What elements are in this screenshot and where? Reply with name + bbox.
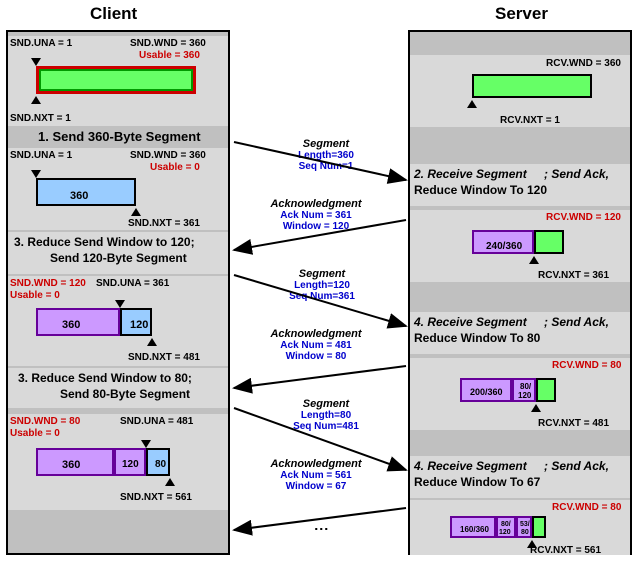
server-label-9: ; Send Ack, bbox=[544, 316, 609, 329]
message-5: AcknowledgmentAck Num = 561Window = 67 bbox=[266, 458, 366, 492]
server-label-12: 200/360 bbox=[470, 388, 503, 398]
server-label-24: 80 bbox=[521, 529, 529, 537]
server-label-23: 53/ bbox=[520, 521, 530, 529]
server-label-14: 120 bbox=[518, 392, 531, 401]
message-2: SegmentLength=120Seq Num=361 bbox=[272, 268, 372, 302]
client-label-12: SND.WND = 120 bbox=[10, 278, 86, 289]
server-label-20: 160/360 bbox=[460, 526, 489, 535]
client-label-3: SND.NXT = 1 bbox=[10, 113, 71, 124]
window-box-23 bbox=[532, 516, 546, 538]
client-label-7: Usable = 0 bbox=[150, 162, 200, 173]
client-label-23: 360 bbox=[62, 459, 80, 471]
message-line-1: Window = 120 bbox=[266, 221, 366, 232]
server-label-18: Reduce Window To 67 bbox=[414, 476, 540, 489]
message-line-0: Ack Num = 481 bbox=[266, 340, 366, 351]
client-label-5: SND.UNA = 1 bbox=[10, 150, 72, 161]
client-label-4: 1. Send 360-Byte Segment bbox=[38, 130, 201, 144]
client-label-15: 360 bbox=[62, 319, 80, 331]
client-label-16: 120 bbox=[130, 319, 148, 331]
window-box-11 bbox=[472, 74, 592, 98]
server-label-11: RCV.WND = 80 bbox=[552, 360, 621, 371]
message-line-1: Window = 67 bbox=[266, 481, 366, 492]
message-line-1: Window = 80 bbox=[266, 351, 366, 362]
pointer-7 bbox=[165, 478, 175, 486]
message-line-1: Seq Num=361 bbox=[272, 291, 372, 302]
server-label-0: RCV.WND = 360 bbox=[546, 58, 621, 69]
message-line-0: Length=120 bbox=[272, 280, 372, 291]
message-line-0: Length=360 bbox=[276, 150, 376, 161]
client-label-1: SND.WND = 360 bbox=[130, 38, 206, 49]
pointer-5 bbox=[147, 338, 157, 346]
client-label-6: SND.WND = 360 bbox=[130, 150, 206, 161]
message-title: Acknowledgment bbox=[266, 198, 366, 210]
message-title: Segment bbox=[276, 138, 376, 150]
pointer-6 bbox=[141, 440, 151, 448]
client-label-8: 360 bbox=[70, 190, 88, 202]
window-box-14 bbox=[534, 230, 564, 254]
client-label-11: Send 120-Byte Segment bbox=[50, 252, 187, 265]
client-label-26: SND.NXT = 561 bbox=[120, 492, 192, 503]
window-box-0 bbox=[36, 66, 196, 94]
server-label-22: 120 bbox=[499, 529, 511, 537]
server-label-2: 2. Receive Segment bbox=[414, 168, 527, 181]
pointer-1 bbox=[31, 96, 41, 104]
client-label-14: Usable = 0 bbox=[10, 290, 60, 301]
pointer-3 bbox=[131, 208, 141, 216]
server-label-6: 240/360 bbox=[486, 241, 522, 252]
server-label-10: Reduce Window To 80 bbox=[414, 332, 540, 345]
message-4: SegmentLength=80Seq Num=481 bbox=[276, 398, 376, 432]
pointer-4 bbox=[115, 300, 125, 308]
client-label-20: SND.WND = 80 bbox=[10, 416, 80, 427]
client-label-25: 80 bbox=[155, 459, 166, 470]
server-label-8: 4. Receive Segment bbox=[414, 316, 527, 329]
message-0: SegmentLength=360Seq Num=1 bbox=[276, 138, 376, 172]
server-label-25: RCV.NXT = 561 bbox=[530, 545, 601, 556]
pointer-9 bbox=[529, 256, 539, 264]
pointer-2 bbox=[31, 170, 41, 178]
pointer-0 bbox=[31, 58, 41, 66]
message-line-1: Seq Num=1 bbox=[276, 161, 376, 172]
message-title: Acknowledgment bbox=[266, 328, 366, 340]
client-label-21: SND.UNA = 481 bbox=[120, 416, 193, 427]
message-title: Segment bbox=[276, 398, 376, 410]
arrow-3 bbox=[234, 366, 406, 388]
server-label-15: RCV.NXT = 481 bbox=[538, 418, 609, 429]
server-label-3: ; Send Ack, bbox=[544, 168, 609, 181]
message-line-1: Seq Num=481 bbox=[276, 421, 376, 432]
client-label-13: SND.UNA = 361 bbox=[96, 278, 169, 289]
server-label-21: 80/ bbox=[501, 521, 511, 529]
client-label-2: Usable = 360 bbox=[139, 50, 200, 61]
message-3: AcknowledgmentAck Num = 481Window = 80 bbox=[266, 328, 366, 362]
pointer-10 bbox=[531, 404, 541, 412]
message-title: Acknowledgment bbox=[266, 458, 366, 470]
client-header: Client bbox=[90, 4, 137, 24]
client-label-17: SND.NXT = 481 bbox=[128, 352, 200, 363]
server-label-1: RCV.NXT = 1 bbox=[500, 115, 560, 126]
message-1: AcknowledgmentAck Num = 361Window = 120 bbox=[266, 198, 366, 232]
message-line-0: Ack Num = 361 bbox=[266, 210, 366, 221]
server-label-5: RCV.WND = 120 bbox=[546, 212, 621, 223]
client-label-19: Send 80-Byte Segment bbox=[60, 388, 190, 401]
server-label-19: RCV.WND = 80 bbox=[552, 502, 621, 513]
client-label-9: SND.NXT = 361 bbox=[128, 218, 200, 229]
server-label-17: ; Send Ack, bbox=[544, 460, 609, 473]
message-title: Segment bbox=[272, 268, 372, 280]
server-label-7: RCV.NXT = 361 bbox=[538, 270, 609, 281]
client-label-10: 3. Reduce Send Window to 120; bbox=[14, 236, 195, 249]
window-box-18 bbox=[536, 378, 556, 402]
client-label-24: 120 bbox=[122, 459, 139, 470]
continuation-dots: ⋮ bbox=[314, 522, 330, 538]
server-label-16: 4. Receive Segment bbox=[414, 460, 527, 473]
client-label-22: Usable = 0 bbox=[10, 428, 60, 439]
message-line-0: Ack Num = 561 bbox=[266, 470, 366, 481]
client-label-18: 3. Reduce Send Window to 80; bbox=[18, 372, 192, 385]
server-label-4: Reduce Window To 120 bbox=[414, 184, 547, 197]
message-line-0: Length=80 bbox=[276, 410, 376, 421]
client-label-0: SND.UNA = 1 bbox=[10, 38, 72, 49]
pointer-8 bbox=[467, 100, 477, 108]
server-header: Server bbox=[495, 4, 548, 24]
